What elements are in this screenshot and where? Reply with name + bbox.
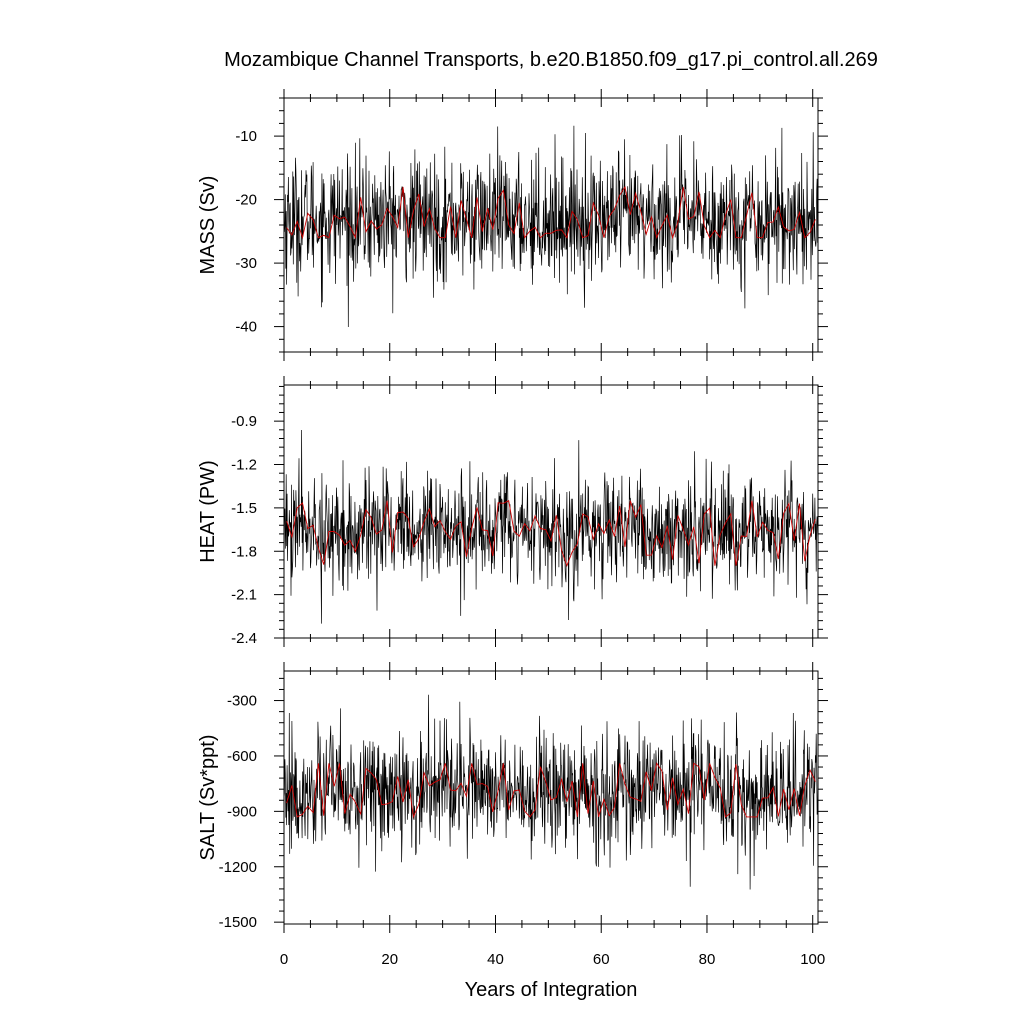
y-axis-label: HEAT (PW)	[197, 460, 219, 563]
y-tick-label: -600	[227, 748, 257, 765]
x-tick-label: 100	[800, 951, 825, 968]
series-line-raw	[283, 694, 819, 890]
y-tick-label: -1.2	[231, 457, 257, 474]
panel-3: -1500 -1200 -900 -600 -300 SALT (Sv*ppt) 0 20 40…	[197, 662, 828, 968]
figure-title: Mozambique Channel Transports, b.e20.B18…	[224, 49, 878, 71]
y-tick-label: -2.1	[231, 587, 257, 604]
y-axis-label: MASS (Sv)	[197, 176, 219, 275]
y-tick-label: -40	[235, 319, 257, 336]
y-tick-label: -0.9	[231, 413, 257, 430]
x-tick-label: 40	[487, 951, 504, 968]
plot-frame	[283, 670, 819, 925]
panel-2: -2.4 -2.1 -1.8 -1.5 -1.2 -0.9 HEAT (PW)	[197, 376, 828, 647]
x-tick-label: 60	[593, 951, 610, 968]
series-line-annual-mean	[286, 762, 816, 819]
panel-1: -40 -30 -20 -10 MASS (Sv)	[197, 89, 828, 361]
series-line-raw	[283, 125, 819, 328]
series-line-annual-mean	[286, 185, 816, 240]
series-line-annual-mean	[286, 500, 816, 568]
y-tick-label: -1500	[219, 914, 257, 931]
y-tick-label: -1200	[219, 859, 257, 876]
series-line-raw	[283, 429, 819, 624]
x-tick-label: 80	[699, 951, 716, 968]
panels-group: -40 -30 -20 -10 MASS (Sv) -2.4 -2.1 -1.8 -1.5 -1.…	[197, 89, 828, 968]
y-tick-label: -30	[235, 255, 257, 272]
y-tick-label: -10	[235, 128, 257, 145]
y-tick-label: -1.8	[231, 543, 257, 560]
x-tick-label: 20	[381, 951, 398, 968]
plot-frame	[283, 384, 819, 639]
x-tick-label: 0	[280, 951, 288, 968]
y-tick-label: -20	[235, 192, 257, 209]
x-axis-label: Years of Integration	[465, 979, 638, 1001]
y-axis-label: SALT (Sv*ppt)	[197, 735, 219, 861]
y-tick-label: -2.4	[231, 630, 257, 647]
y-tick-label: -300	[227, 693, 257, 710]
y-tick-label: -1.5	[231, 500, 257, 517]
y-tick-label: -900	[227, 803, 257, 820]
